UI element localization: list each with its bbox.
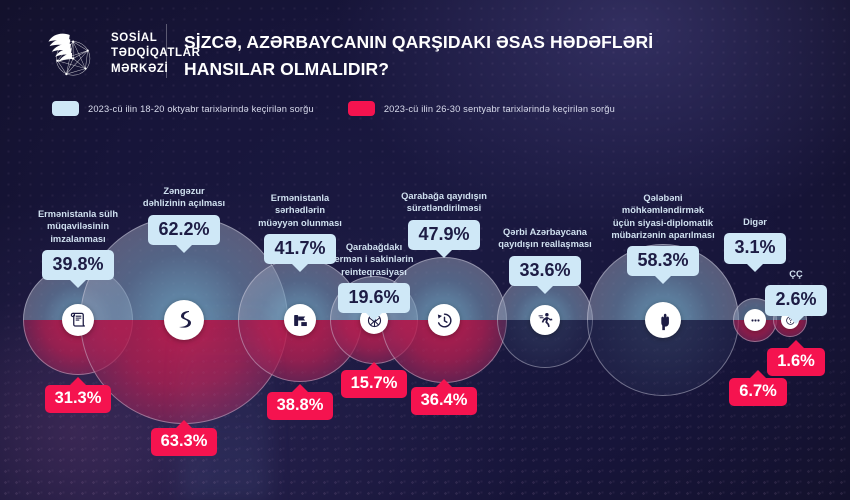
callout-value-october: 19.6% — [338, 282, 410, 314]
callout-value-september: 63.3% — [150, 428, 218, 457]
callout-value-october: 39.8% — [42, 249, 114, 281]
callout-value-october: 47.9% — [408, 219, 480, 250]
legend-label-september: 2023-cü ilin 26-30 sentyabr tarixlərində… — [383, 103, 615, 114]
callout-category-label: Ermənistanla sülh müqaviləsinin imzalanm… — [37, 209, 119, 244]
brand-logo: SOSİAL TƏDQİQATLAR MƏRKƏZİ — [44, 26, 200, 82]
callout-september-9[interactable]: 1.6% — [751, 348, 841, 377]
callout-value-september: 6.7% — [729, 378, 787, 407]
callout-september-2[interactable]: 63.3% — [139, 428, 229, 457]
callout-september-1[interactable]: 31.3% — [33, 385, 123, 414]
callout-category-label: Zəngəzur dəhlizinin açılması — [142, 186, 226, 209]
callout-october-2[interactable]: Zəngəzur dəhlizinin açılması 62.2% — [119, 185, 249, 245]
callout-october-9[interactable]: ÇÇ 2.6% — [765, 268, 827, 316]
raised-fist-flag-icon[interactable] — [645, 302, 681, 338]
legend-label-october: 2023-cü ilin 18-20 oktyabr tarixlərində … — [88, 103, 314, 114]
callout-category-label: Qarabağdakı ermən i sakinlərin reinteqra… — [334, 242, 414, 277]
callout-value-october: 41.7% — [264, 233, 336, 265]
legend-swatch-september — [347, 101, 375, 116]
callout-october-5[interactable]: Qarabağa qayıdışın sürətləndirilməsi 47.9… — [380, 190, 508, 250]
scroll-document-icon[interactable] — [62, 304, 94, 336]
callout-october-3[interactable]: Ermənistanla sərhədlərin müəyyən olunmas… — [241, 192, 359, 265]
legend-swatch-october — [52, 101, 79, 116]
callout-value-september: 38.8% — [266, 392, 334, 421]
callout-value-september: 15.7% — [340, 370, 408, 399]
legend-item-september[interactable]: 2023-cü ilin 26-30 sentyabr tarixlərində… — [347, 101, 615, 116]
callout-value-september: 36.4% — [410, 387, 478, 416]
callout-value-september: 1.6% — [767, 348, 825, 377]
callout-september-3[interactable]: 38.8% — [255, 392, 345, 421]
callout-september-5[interactable]: 36.4% — [399, 387, 489, 416]
header: SOSİAL TƏDQİQATLAR MƏRKƏZİ SİZCƏ, AZƏRBA… — [0, 0, 850, 92]
legend-item-october[interactable]: 2023-cü ilin 18-20 oktyabr tarixlərində … — [52, 101, 314, 116]
callout-value-october: 3.1% — [724, 233, 786, 264]
callout-category-label: Ermənistanla sərhədlərin müəyyən olunmas… — [258, 193, 342, 228]
header-divider — [166, 24, 167, 78]
callout-october-6[interactable]: Qərbi Azərbaycana qayıdışın reallaşması 3… — [479, 226, 611, 286]
brand-name-line1: SOSİAL — [111, 31, 158, 44]
callout-category-label: ÇÇ — [789, 269, 803, 279]
clock-history-icon[interactable] — [428, 304, 460, 336]
callout-category-label: Digər — [743, 217, 767, 227]
callout-value-october: 62.2% — [148, 214, 220, 245]
legend: 2023-cü ilin 18-20 oktyabr tarixlərində … — [52, 101, 615, 116]
road-corridor-icon[interactable] — [164, 300, 204, 340]
ellipsis-other-icon[interactable] — [744, 309, 766, 331]
callout-october-1[interactable]: Ermənistanla sülh müqaviləsinin imzalanm… — [11, 208, 146, 281]
callout-category-label: Qərbi Azərbaycana qayıdışın reallaşması — [498, 227, 592, 250]
callout-category-label: Qələbəni möhkəmləndirmək üçün siyasi-dip… — [611, 193, 715, 240]
callout-october-4[interactable]: Qarabağdakı ermən i sakinlərin reinteqra… — [320, 241, 428, 314]
callout-value-september: 31.3% — [44, 385, 112, 414]
callout-october-7[interactable]: Qələbəni möhkəmləndirmək üçün siyasi-dip… — [588, 192, 738, 277]
callout-september-8[interactable]: 6.7% — [713, 378, 803, 407]
brand-name-line2: TƏDQİQATLAR — [111, 47, 201, 60]
callout-value-october: 33.6% — [509, 255, 581, 286]
sia-network-bird-logo-icon — [48, 33, 91, 76]
page-title: SİZCƏ, AZƏRBAYCANIN QARŞIDAKI ƏSAS HƏDƏF… — [184, 32, 654, 79]
callout-value-october: 2.6% — [765, 285, 827, 316]
border-post-icon[interactable] — [284, 304, 316, 336]
brand-name: SOSİAL TƏDQİQATLAR MƏRKƏZİ — [111, 31, 200, 77]
callout-category-label: Qarabağa qayıdışın sürətləndirilməsi — [401, 191, 487, 214]
callout-october-8[interactable]: Digər 3.1% — [724, 216, 786, 264]
callout-september-4[interactable]: 15.7% — [329, 370, 419, 399]
running-person-icon[interactable] — [530, 305, 560, 335]
callout-value-october: 58.3% — [627, 246, 699, 277]
brand-name-line3: MƏRKƏZİ — [111, 62, 169, 75]
